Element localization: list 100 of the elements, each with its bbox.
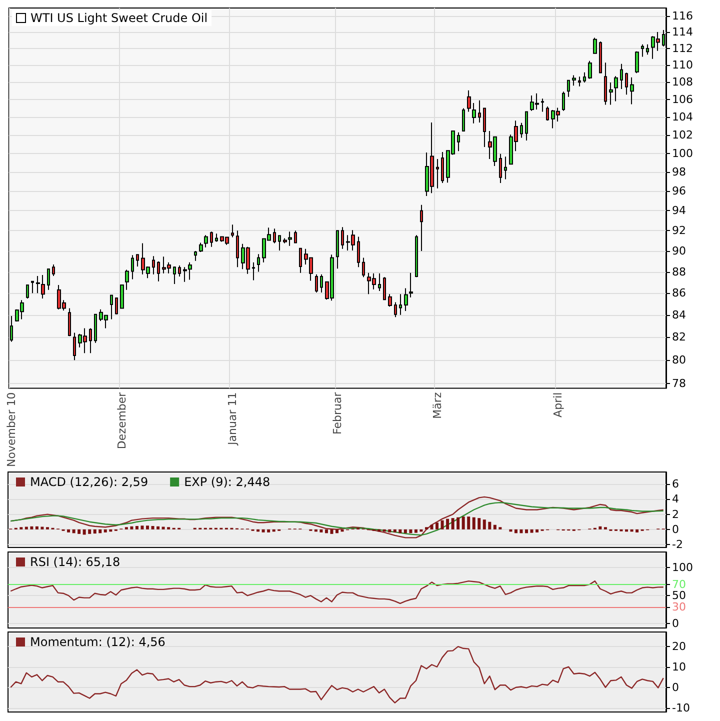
bar — [130, 526, 134, 530]
candlestick — [299, 247, 302, 274]
bar — [156, 526, 160, 530]
candlestick — [420, 204, 423, 252]
y-tick-label: -2 — [672, 538, 683, 551]
legend-label: RSI (14): 65,18 — [30, 555, 120, 569]
candlestick — [588, 60, 592, 80]
x-tick-label: Januar 11 — [226, 392, 239, 446]
candlestick — [635, 50, 639, 74]
y-tick-label: 114 — [672, 26, 693, 39]
legend-label: EXP (9): 2,448 — [184, 475, 270, 489]
candlestick — [136, 254, 139, 268]
candlestick — [273, 228, 276, 244]
candlestick — [252, 262, 255, 281]
y-tick-label: 10 — [672, 660, 686, 674]
y-tick-label: 0 — [672, 680, 679, 694]
candlestick — [73, 332, 76, 361]
bar — [98, 529, 102, 534]
bar — [456, 517, 460, 530]
bar — [30, 526, 34, 530]
y-tick-label: 82 — [672, 330, 686, 344]
bar — [493, 524, 496, 530]
bar — [162, 526, 165, 530]
candlestick — [504, 156, 507, 180]
y-tick-label: 102 — [672, 128, 693, 142]
candlestick — [620, 63, 623, 90]
y-tick-label: 98 — [672, 166, 686, 179]
y-tick-label: 104 — [672, 110, 693, 124]
candlestick — [404, 288, 408, 312]
y-tick-label: 30 — [672, 600, 686, 614]
candlestick — [614, 76, 618, 102]
candlestick — [546, 106, 549, 122]
candlestick — [110, 294, 113, 320]
candlestick — [467, 90, 471, 112]
y-tick-label: 0 — [672, 522, 679, 536]
y-tick-label: -10 — [672, 701, 690, 714]
candlestick — [152, 256, 155, 275]
y-tick-label: 94 — [672, 204, 686, 218]
candlestick — [609, 82, 613, 106]
bar — [151, 526, 154, 530]
candlestick — [94, 314, 97, 344]
candlestick — [630, 76, 634, 105]
y-tick-label: 78 — [672, 377, 686, 390]
bar — [35, 526, 38, 530]
candlestick — [236, 230, 239, 268]
bar — [72, 529, 76, 534]
y-tick-label: 0 — [672, 617, 679, 630]
candlestick — [288, 231, 292, 246]
candlestick — [26, 284, 29, 299]
bar — [462, 516, 465, 530]
candlestick — [567, 80, 570, 98]
bar — [446, 518, 450, 530]
bar — [104, 529, 107, 532]
candlestick — [520, 122, 523, 138]
candlestick — [578, 76, 581, 87]
candlestick — [646, 44, 649, 56]
candlestick — [409, 272, 413, 298]
bar — [488, 522, 492, 530]
line-series — [10, 580, 664, 604]
x-tick-label: November 10 — [4, 392, 18, 467]
bar — [520, 529, 523, 534]
bar — [93, 529, 96, 534]
bar — [414, 529, 418, 533]
y-tick-label: 88 — [672, 265, 686, 278]
candlestick — [47, 268, 50, 290]
candlestick — [462, 108, 465, 132]
bar — [409, 529, 412, 534]
bar — [140, 526, 144, 530]
y-tick-label: 100 — [672, 561, 693, 574]
bar — [436, 522, 439, 530]
bar — [388, 529, 392, 532]
bar — [404, 529, 407, 534]
bar — [82, 529, 86, 535]
bar — [478, 518, 481, 530]
candlestick — [257, 254, 260, 272]
y-tick-label: 2 — [672, 508, 679, 521]
bar — [536, 529, 539, 532]
candlestick — [178, 265, 181, 278]
y-tick-label: 106 — [672, 92, 693, 106]
y-tick-label: 70 — [672, 578, 686, 591]
bar — [472, 517, 476, 530]
candlestick — [499, 153, 502, 184]
candlestick — [41, 274, 45, 299]
candlestick — [478, 100, 481, 123]
candlestick — [68, 308, 71, 337]
bar — [530, 529, 534, 533]
candlestick — [541, 98, 544, 112]
candlestick — [52, 264, 55, 277]
bar — [267, 529, 270, 532]
candlestick — [436, 158, 439, 189]
candlestick — [131, 254, 134, 280]
line-series — [10, 502, 664, 536]
candlestick — [89, 328, 92, 354]
candlestick — [125, 269, 129, 290]
candlestick — [562, 91, 565, 112]
candlestick — [399, 294, 402, 316]
candlestick — [210, 231, 213, 248]
candlestick — [357, 236, 360, 268]
y-tick-label: 100 — [672, 146, 693, 160]
y-tick-label: 6 — [672, 478, 679, 491]
